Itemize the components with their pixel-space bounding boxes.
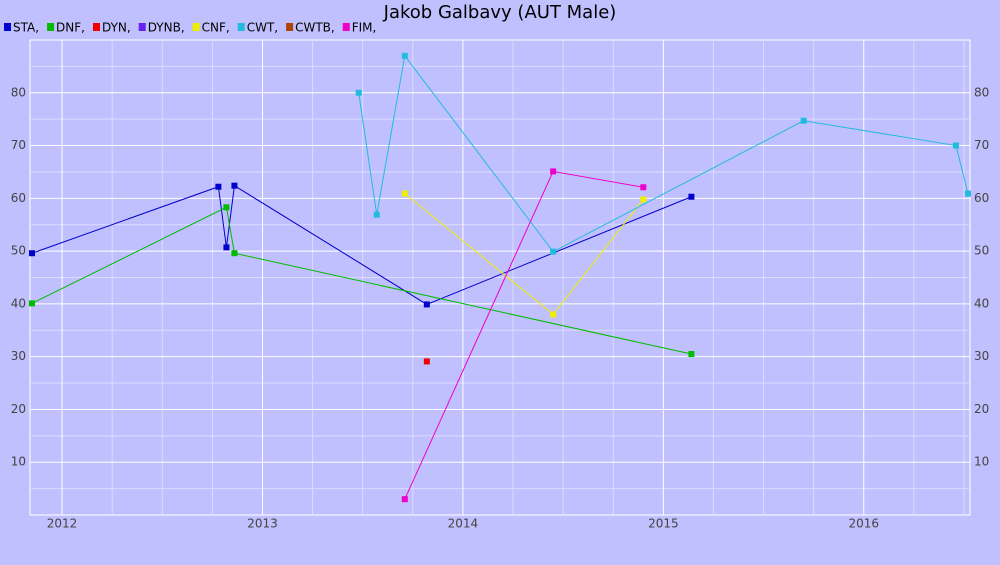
- point: [223, 204, 230, 211]
- x-tick-label: 2014: [448, 517, 479, 531]
- legend-label: DYNB,: [148, 21, 185, 35]
- y-tick-label-right: 10: [974, 455, 989, 469]
- point: [688, 193, 695, 200]
- legend-swatch: [47, 23, 55, 31]
- y-tick-label-right: 50: [974, 244, 989, 258]
- y-tick-label: 20: [11, 402, 26, 416]
- point: [952, 142, 959, 149]
- point: [640, 184, 647, 191]
- series-line: [31, 206, 692, 355]
- legend-swatch: [4, 23, 11, 31]
- point: [355, 89, 362, 96]
- point: [423, 301, 430, 308]
- point: [550, 311, 557, 318]
- y-tick-label-right: 40: [974, 296, 989, 310]
- y-tick-label-right: 20: [974, 402, 989, 416]
- legend-swatch: [237, 23, 245, 31]
- point: [640, 196, 647, 203]
- point: [231, 250, 238, 257]
- point: [800, 117, 807, 124]
- legend-swatch: [342, 23, 350, 31]
- y-tick-label-right: 30: [974, 349, 989, 363]
- point: [964, 190, 971, 197]
- y-tick-label: 60: [11, 191, 26, 205]
- legend-swatch: [138, 23, 146, 31]
- legend-label: STA,: [13, 21, 39, 35]
- y-tick-label-right: 60: [974, 191, 989, 205]
- point: [401, 496, 408, 503]
- legend-label: CWTB,: [295, 21, 335, 35]
- legend-label: CWT,: [247, 21, 278, 35]
- x-tick-label: 2013: [247, 517, 278, 531]
- y-tick-label-right: 80: [974, 85, 989, 99]
- chart-title: Jakob Galbavy (AUT Male): [383, 2, 617, 23]
- y-tick-label-right: 70: [974, 138, 989, 152]
- y-tick-label: 10: [11, 455, 26, 469]
- point: [688, 351, 695, 358]
- legend-swatch: [92, 23, 100, 31]
- x-tick-label: 2012: [47, 517, 78, 531]
- y-tick-label: 40: [11, 296, 26, 310]
- series-line: [31, 184, 692, 305]
- point: [223, 244, 230, 251]
- point: [29, 300, 36, 307]
- y-tick-label: 50: [11, 244, 26, 258]
- y-tick-label: 70: [11, 138, 26, 152]
- legend-label: CNF,: [202, 21, 230, 35]
- x-tick-label: 2015: [648, 517, 679, 531]
- legend-swatch: [286, 23, 294, 31]
- point: [423, 358, 430, 365]
- point: [401, 52, 408, 59]
- point: [550, 168, 557, 175]
- point: [29, 250, 36, 257]
- point: [231, 182, 238, 189]
- point: [401, 190, 408, 197]
- point: [550, 248, 557, 255]
- legend-swatch: [192, 23, 200, 31]
- point: [373, 211, 380, 218]
- y-tick-label: 80: [11, 85, 26, 99]
- x-tick-label: 2016: [849, 517, 880, 531]
- y-tick-label: 30: [11, 349, 26, 363]
- point: [215, 183, 222, 190]
- legend-label: FIM,: [352, 21, 377, 35]
- legend-label: DYN,: [102, 21, 131, 35]
- legend-label: DNF,: [56, 21, 85, 35]
